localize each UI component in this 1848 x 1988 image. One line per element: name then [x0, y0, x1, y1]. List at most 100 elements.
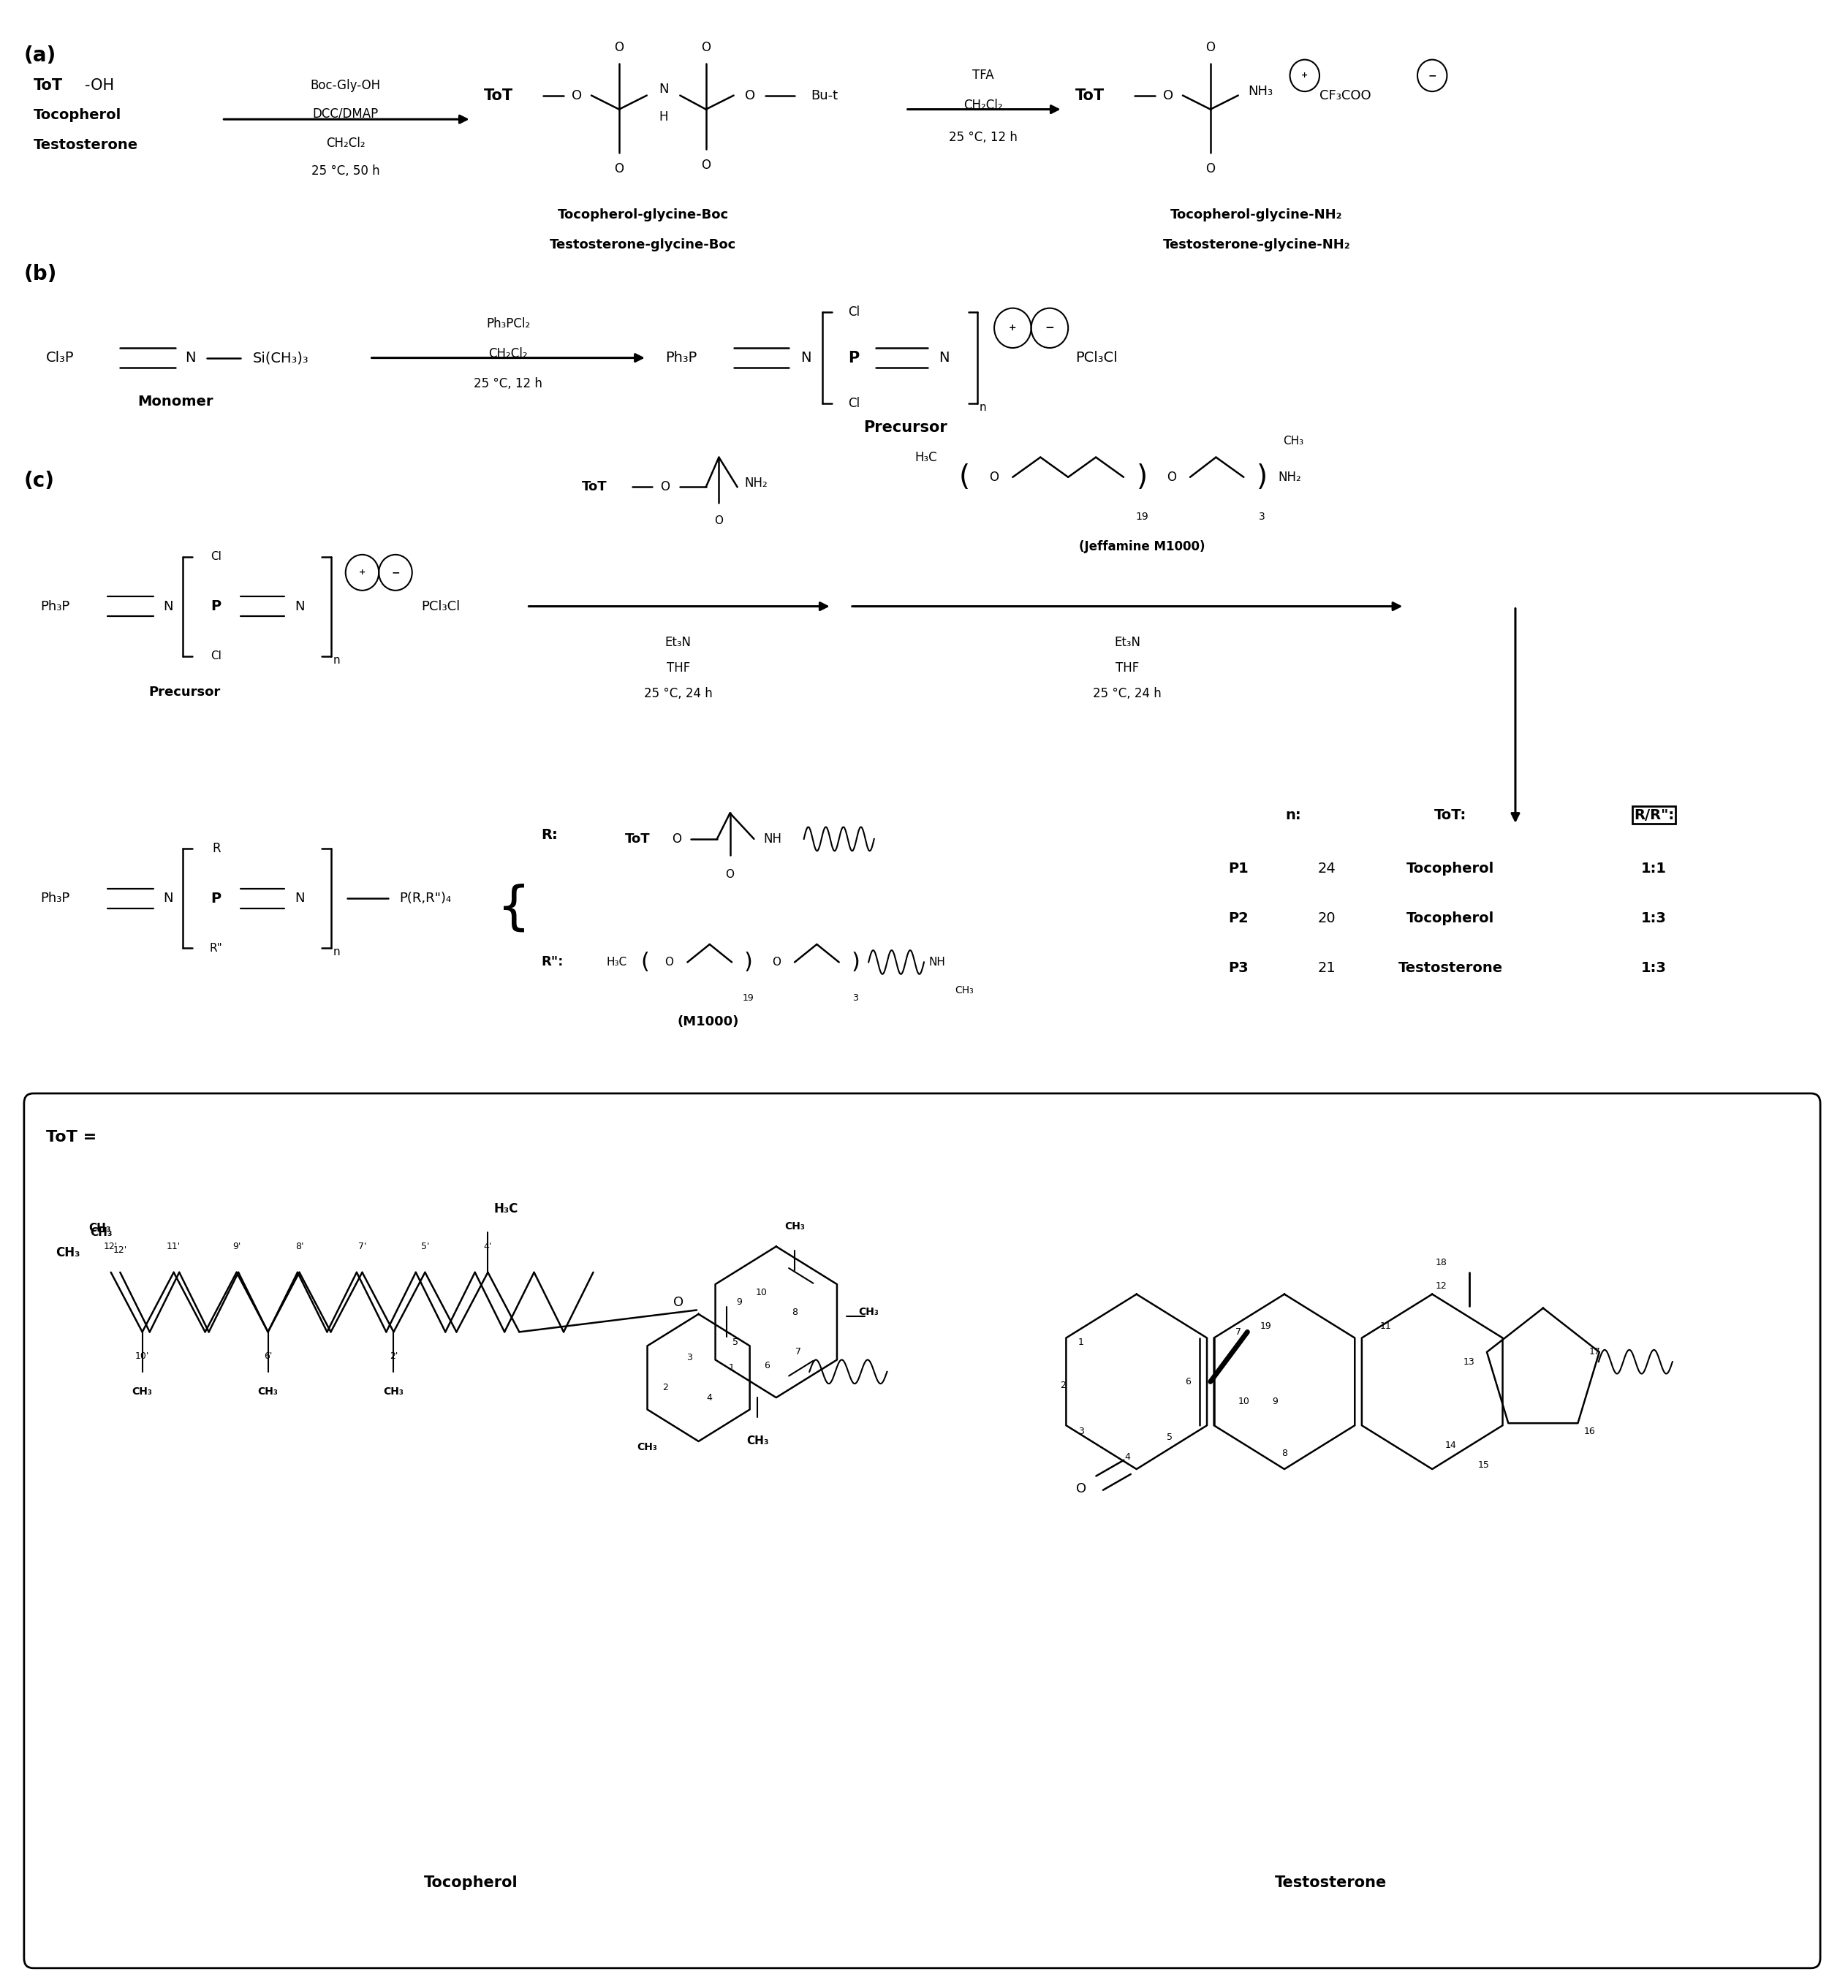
Text: THF: THF — [1116, 662, 1138, 674]
Text: N: N — [185, 352, 196, 364]
Text: 25 °C, 12 h: 25 °C, 12 h — [473, 378, 543, 390]
Text: 6': 6' — [264, 1352, 272, 1360]
Text: -OH: -OH — [85, 78, 115, 93]
Text: Tocopherol: Tocopherol — [1406, 912, 1495, 924]
Text: NH₃: NH₃ — [1247, 85, 1273, 97]
Text: NH₂: NH₂ — [745, 477, 767, 489]
Text: Testosterone-glycine-Boc: Testosterone-glycine-Boc — [551, 239, 736, 250]
Text: 4: 4 — [1124, 1453, 1131, 1461]
Text: 5: 5 — [1166, 1433, 1173, 1441]
Text: 6: 6 — [1185, 1378, 1192, 1386]
Text: 1:1: 1:1 — [1641, 863, 1667, 875]
Text: 2: 2 — [1059, 1382, 1066, 1390]
Text: (: ( — [959, 463, 970, 491]
Text: 20: 20 — [1318, 912, 1336, 924]
Text: Ph₃PCl₂: Ph₃PCl₂ — [486, 318, 530, 330]
Text: CH₃: CH₃ — [784, 1221, 806, 1233]
Text: (Jeffamine M1000): (Jeffamine M1000) — [1079, 541, 1205, 553]
Text: 1:3: 1:3 — [1641, 912, 1667, 924]
Text: 14: 14 — [1445, 1441, 1456, 1449]
Text: CH₃: CH₃ — [1283, 435, 1305, 447]
Text: Precursor: Precursor — [863, 419, 948, 435]
Text: 25 °C, 12 h: 25 °C, 12 h — [948, 131, 1018, 143]
Text: O: O — [1166, 471, 1177, 483]
Text: 16: 16 — [1584, 1427, 1595, 1435]
Text: n: n — [333, 946, 340, 958]
Text: CH₃: CH₃ — [91, 1227, 113, 1239]
Text: 1:3: 1:3 — [1641, 962, 1667, 974]
Text: N: N — [800, 352, 811, 364]
Text: 19: 19 — [743, 994, 754, 1002]
Text: 25 °C, 50 h: 25 °C, 50 h — [310, 165, 381, 177]
Text: 8: 8 — [791, 1308, 798, 1316]
Text: P: P — [848, 350, 859, 366]
Text: (: ( — [641, 952, 649, 972]
Text: 19: 19 — [1135, 511, 1149, 523]
Text: Cl: Cl — [211, 650, 222, 662]
Text: R:: R: — [541, 829, 558, 841]
Text: ToT: ToT — [33, 78, 63, 93]
Text: O: O — [989, 471, 1000, 483]
Text: 3: 3 — [686, 1354, 693, 1362]
Text: 8': 8' — [296, 1242, 303, 1250]
FancyBboxPatch shape — [24, 1093, 1820, 1968]
Text: Ph₃P: Ph₃P — [41, 893, 70, 905]
Text: CH₃: CH₃ — [383, 1386, 405, 1398]
Text: CH₃: CH₃ — [55, 1246, 79, 1258]
Text: 1: 1 — [1077, 1338, 1085, 1346]
Text: CH₂Cl₂: CH₂Cl₂ — [325, 137, 366, 149]
Text: N: N — [163, 600, 174, 612]
Text: PCl₃Cl: PCl₃Cl — [1076, 352, 1118, 364]
Text: Et₃N: Et₃N — [665, 636, 691, 648]
Text: 7: 7 — [1234, 1328, 1242, 1336]
Text: CH₃: CH₃ — [131, 1386, 153, 1398]
Text: Ph₃P: Ph₃P — [665, 352, 697, 364]
Text: 21: 21 — [1318, 962, 1336, 974]
Text: Testosterone: Testosterone — [1275, 1875, 1386, 1891]
Text: ): ) — [1257, 463, 1268, 491]
Text: CH₃: CH₃ — [747, 1435, 769, 1447]
Text: O: O — [715, 515, 723, 527]
Text: O: O — [745, 89, 756, 101]
Text: 5': 5' — [421, 1242, 429, 1250]
Text: Tocopherol: Tocopherol — [33, 109, 122, 121]
Text: 11': 11' — [166, 1242, 181, 1250]
Text: 7': 7' — [359, 1242, 366, 1250]
Text: Boc-Gly-OH: Boc-Gly-OH — [310, 80, 381, 91]
Text: CH₂Cl₂: CH₂Cl₂ — [488, 348, 529, 360]
Text: Cl: Cl — [848, 306, 859, 318]
Text: R":: R": — [541, 956, 564, 968]
Text: R/R":: R/R": — [1634, 809, 1674, 821]
Text: CH₃: CH₃ — [857, 1306, 880, 1318]
Text: Cl: Cl — [211, 551, 222, 563]
Text: ): ) — [745, 952, 752, 972]
Text: n:: n: — [1286, 809, 1301, 821]
Text: N: N — [658, 83, 669, 95]
Text: 9': 9' — [233, 1242, 240, 1250]
Text: Cl₃P: Cl₃P — [46, 352, 74, 364]
Text: 1: 1 — [728, 1364, 736, 1372]
Text: 12': 12' — [103, 1242, 118, 1250]
Text: CF₃COO: CF₃COO — [1319, 89, 1371, 101]
Text: 3: 3 — [852, 994, 859, 1002]
Text: ToT: ToT — [582, 481, 608, 493]
Text: Ph₃P: Ph₃P — [41, 600, 70, 612]
Text: O: O — [1162, 89, 1173, 101]
Text: P2: P2 — [1229, 912, 1247, 924]
Text: DCC/DMAP: DCC/DMAP — [312, 107, 379, 119]
Text: ToT: ToT — [484, 87, 514, 103]
Text: 12: 12 — [1436, 1282, 1447, 1290]
Text: NH: NH — [763, 833, 782, 845]
Text: THF: THF — [667, 662, 689, 674]
Text: 8: 8 — [1281, 1449, 1288, 1457]
Text: CH₃: CH₃ — [89, 1223, 111, 1235]
Text: 24: 24 — [1318, 863, 1336, 875]
Text: +: + — [1301, 72, 1308, 80]
Text: R": R" — [209, 942, 224, 954]
Text: P: P — [211, 600, 222, 612]
Text: ToT:: ToT: — [1434, 809, 1467, 821]
Text: O: O — [671, 833, 682, 845]
Text: +: + — [359, 569, 366, 577]
Text: (M1000): (M1000) — [676, 1016, 739, 1028]
Text: N: N — [163, 893, 174, 905]
